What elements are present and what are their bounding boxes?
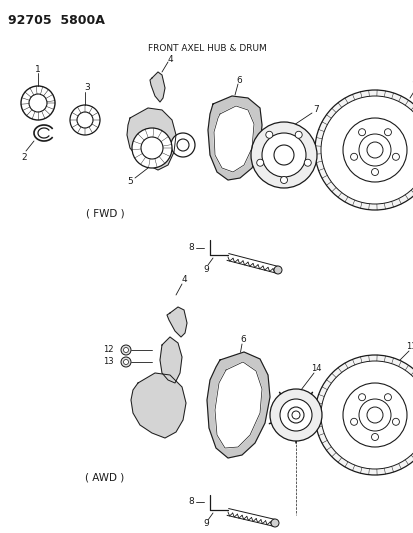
Polygon shape — [207, 96, 261, 180]
Polygon shape — [214, 106, 254, 172]
Circle shape — [314, 355, 413, 475]
Text: 6: 6 — [235, 76, 241, 85]
Circle shape — [384, 128, 390, 136]
Circle shape — [123, 359, 128, 365]
Circle shape — [132, 128, 171, 168]
Text: 10: 10 — [319, 148, 330, 157]
Circle shape — [21, 86, 55, 120]
Circle shape — [350, 418, 357, 425]
Circle shape — [121, 345, 131, 355]
Circle shape — [291, 411, 299, 419]
Circle shape — [392, 154, 399, 160]
Text: ( FWD ): ( FWD ) — [85, 208, 124, 218]
Polygon shape — [127, 108, 176, 170]
Circle shape — [141, 137, 163, 159]
Circle shape — [384, 394, 390, 401]
Circle shape — [261, 133, 305, 177]
Text: 11: 11 — [410, 80, 413, 90]
Text: ( AWD ): ( AWD ) — [85, 473, 124, 483]
Text: 8: 8 — [188, 244, 193, 253]
Text: 5: 5 — [127, 177, 133, 187]
Circle shape — [320, 96, 413, 204]
Circle shape — [366, 407, 382, 423]
Circle shape — [77, 112, 93, 128]
Circle shape — [342, 118, 406, 182]
Circle shape — [366, 142, 382, 158]
Circle shape — [70, 105, 100, 135]
Circle shape — [271, 519, 278, 527]
Circle shape — [358, 394, 365, 401]
Text: 7: 7 — [312, 104, 318, 114]
Text: 13: 13 — [102, 358, 113, 367]
Circle shape — [314, 90, 413, 210]
Polygon shape — [206, 352, 269, 458]
Polygon shape — [131, 373, 185, 438]
Circle shape — [250, 122, 316, 188]
Text: 9: 9 — [203, 264, 209, 273]
Circle shape — [304, 159, 311, 166]
Polygon shape — [159, 337, 182, 383]
Circle shape — [256, 159, 263, 166]
Text: 8: 8 — [188, 497, 193, 506]
Text: 12: 12 — [102, 345, 113, 354]
Text: FRONT AXEL HUB & DRUM: FRONT AXEL HUB & DRUM — [147, 44, 266, 52]
Circle shape — [358, 134, 390, 166]
Text: 14: 14 — [310, 365, 320, 374]
Text: 2: 2 — [21, 152, 27, 161]
Circle shape — [177, 139, 189, 151]
Circle shape — [29, 94, 47, 112]
Circle shape — [358, 399, 390, 431]
Text: 92705  5800A: 92705 5800A — [8, 14, 104, 27]
Text: 11: 11 — [405, 343, 413, 351]
Circle shape — [123, 348, 128, 352]
Polygon shape — [150, 72, 165, 102]
Circle shape — [269, 389, 321, 441]
Circle shape — [121, 357, 131, 367]
Polygon shape — [214, 362, 261, 448]
Circle shape — [171, 133, 195, 157]
Circle shape — [265, 131, 272, 138]
Text: 4: 4 — [167, 54, 172, 63]
Circle shape — [280, 176, 287, 183]
Circle shape — [279, 399, 311, 431]
Circle shape — [287, 407, 303, 423]
Circle shape — [350, 154, 357, 160]
Text: 6: 6 — [240, 335, 245, 344]
Circle shape — [358, 128, 365, 136]
Circle shape — [370, 168, 377, 175]
Circle shape — [320, 361, 413, 469]
Circle shape — [273, 145, 293, 165]
Circle shape — [273, 266, 281, 274]
Text: 1: 1 — [35, 64, 41, 74]
Text: 4: 4 — [181, 276, 186, 285]
Text: 9: 9 — [203, 520, 209, 529]
Polygon shape — [166, 307, 187, 337]
Circle shape — [370, 433, 377, 440]
Circle shape — [392, 418, 399, 425]
Circle shape — [294, 131, 301, 138]
Text: 3: 3 — [84, 83, 90, 92]
Circle shape — [342, 383, 406, 447]
